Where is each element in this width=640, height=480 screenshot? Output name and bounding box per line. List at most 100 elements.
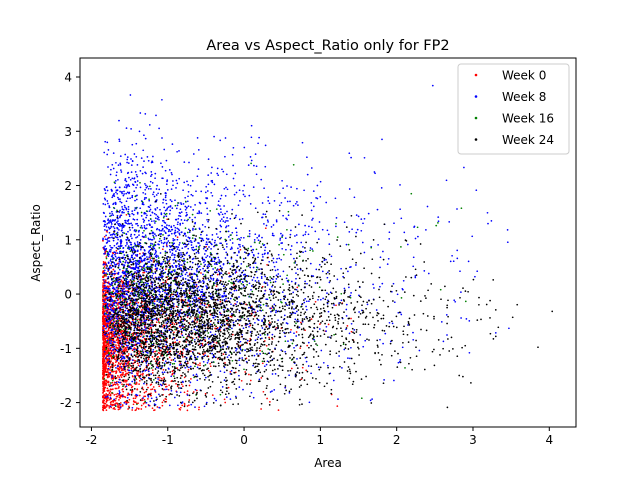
data-point <box>249 266 252 269</box>
data-point <box>154 172 157 175</box>
data-point <box>133 233 136 236</box>
data-point <box>114 180 117 182</box>
data-point <box>256 276 259 279</box>
data-point <box>287 340 289 342</box>
data-point <box>376 208 379 211</box>
data-point <box>132 375 134 378</box>
data-point <box>128 215 131 218</box>
data-point <box>102 387 105 390</box>
data-point <box>155 254 158 257</box>
data-point <box>107 332 110 334</box>
data-point <box>143 259 146 262</box>
data-point <box>266 397 268 400</box>
data-point <box>176 238 179 241</box>
data-point <box>254 321 256 324</box>
data-point <box>119 406 122 409</box>
data-point <box>206 213 209 215</box>
data-point <box>199 315 202 317</box>
data-point <box>296 268 299 271</box>
data-point <box>281 234 284 237</box>
data-point <box>116 329 119 332</box>
data-point <box>164 194 167 197</box>
data-point <box>145 315 147 317</box>
data-point <box>151 372 154 374</box>
data-point <box>161 262 163 265</box>
data-point <box>150 220 153 223</box>
data-point <box>143 382 145 385</box>
data-point <box>146 185 149 188</box>
data-point <box>107 262 110 265</box>
data-point <box>151 407 154 410</box>
data-point <box>102 276 104 279</box>
data-point <box>136 164 139 166</box>
data-point <box>312 275 315 277</box>
data-point <box>125 208 128 211</box>
data-point <box>208 337 210 340</box>
data-point <box>126 156 129 158</box>
data-point <box>117 375 119 377</box>
data-point <box>105 322 108 325</box>
data-point <box>349 294 352 297</box>
data-point <box>119 250 121 253</box>
data-point <box>295 310 298 313</box>
data-point <box>236 348 238 350</box>
data-point <box>118 260 121 263</box>
data-point <box>182 356 184 358</box>
data-point <box>115 315 118 318</box>
data-point <box>170 345 173 348</box>
data-point <box>128 191 131 194</box>
data-point <box>209 365 212 368</box>
data-point <box>171 207 174 209</box>
data-point <box>170 389 173 392</box>
data-point <box>147 159 150 162</box>
data-point <box>210 243 213 246</box>
data-point <box>103 247 105 249</box>
data-point <box>363 217 366 220</box>
data-point <box>373 171 376 173</box>
data-point <box>290 339 292 341</box>
data-point <box>131 226 134 229</box>
data-point <box>112 268 115 271</box>
data-point <box>280 258 283 261</box>
data-point <box>133 177 135 180</box>
data-point <box>247 164 250 166</box>
data-point <box>363 156 366 159</box>
data-point <box>131 406 134 409</box>
data-point <box>191 300 194 303</box>
data-point <box>185 271 188 274</box>
data-point <box>168 368 170 370</box>
data-point <box>111 212 114 215</box>
data-point <box>230 369 233 372</box>
data-point <box>104 295 107 298</box>
data-point <box>356 228 359 231</box>
data-point <box>127 210 130 213</box>
data-point <box>151 323 153 326</box>
data-point <box>113 272 116 275</box>
data-point <box>144 234 147 237</box>
data-point <box>184 296 187 299</box>
data-point <box>224 362 226 364</box>
data-point <box>182 325 184 328</box>
data-point <box>188 240 190 243</box>
data-point <box>118 229 120 231</box>
data-point <box>107 365 110 368</box>
data-point <box>128 185 131 187</box>
data-point <box>165 388 168 391</box>
data-point <box>102 329 105 332</box>
data-point <box>135 383 138 385</box>
data-point <box>109 283 112 286</box>
data-point <box>110 293 112 296</box>
data-point <box>105 384 107 387</box>
data-point <box>112 407 115 410</box>
data-point <box>225 173 228 176</box>
data-point <box>225 396 228 398</box>
data-point <box>104 261 107 264</box>
data-point <box>112 152 115 154</box>
data-point <box>399 208 401 211</box>
data-point <box>143 264 145 267</box>
data-point <box>235 270 237 273</box>
data-point <box>115 301 118 304</box>
data-point <box>117 273 120 275</box>
data-point <box>178 324 181 327</box>
data-point <box>261 285 264 288</box>
